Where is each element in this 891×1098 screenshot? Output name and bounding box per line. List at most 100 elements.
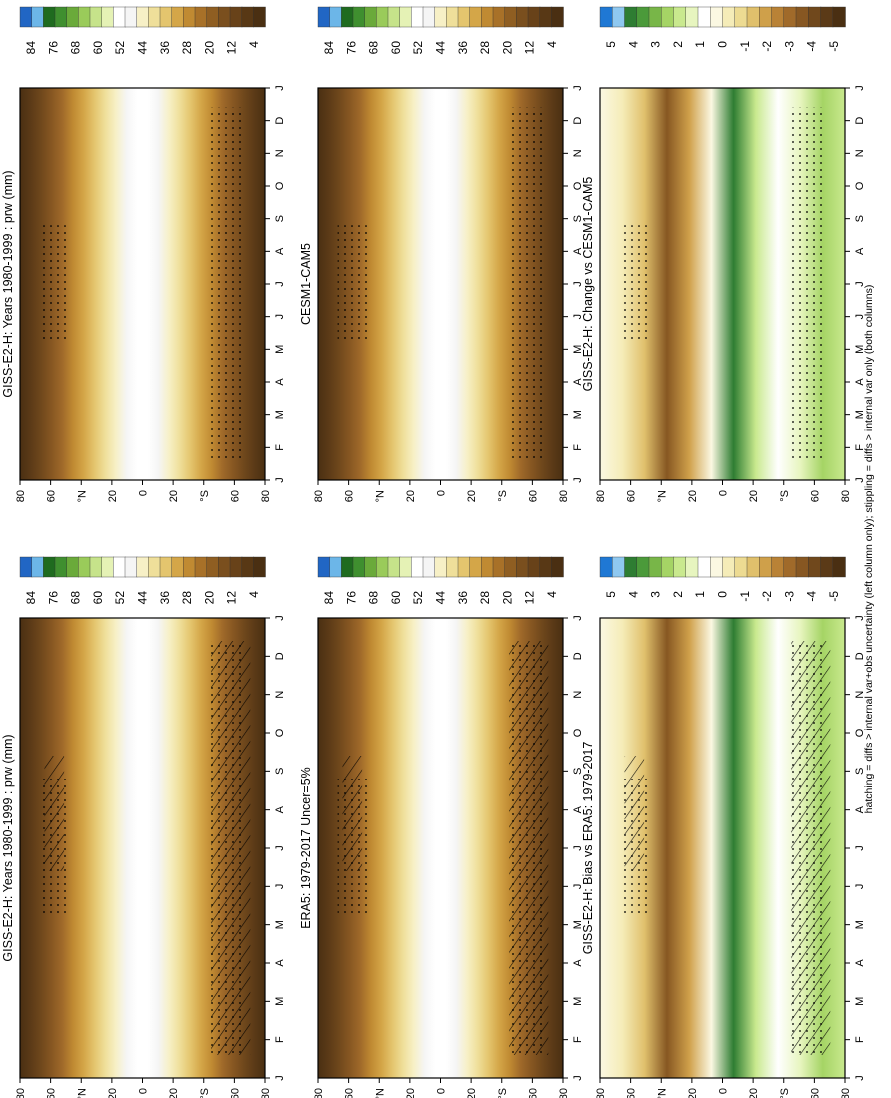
colorbar-swatch: [783, 556, 797, 578]
y-tick-label: °S: [199, 1088, 211, 1098]
colorbar-swatch: [31, 556, 45, 578]
colorbar-label: -2: [760, 591, 774, 602]
y-tick-label: 60: [527, 490, 539, 502]
x-tick-label: A: [274, 959, 286, 967]
y-tick-label: 80: [558, 490, 570, 502]
y-tick-label: 60: [229, 490, 241, 502]
x-tick-label: J: [274, 615, 286, 621]
x-tick-label: J: [274, 884, 286, 890]
x-tick-label: S: [854, 215, 866, 222]
colorbar-swatch: [457, 556, 471, 578]
colorbar-swatch: [376, 6, 389, 28]
panel-title: GISS-E2-H: Years 1980-1999 : prw (mm): [1, 734, 15, 961]
colorbar-label: 52: [411, 591, 425, 605]
x-tick-label: J: [572, 615, 584, 621]
colorbar-label: 4: [626, 591, 640, 598]
colorbar-swatch: [78, 556, 91, 578]
x-tick-label: J: [274, 477, 286, 483]
colorbar-label: 20: [500, 41, 514, 55]
colorbar-swatch: [446, 6, 459, 28]
colorbar-swatch: [734, 6, 748, 28]
y-tick-label: 80: [595, 1088, 607, 1098]
y-tick-label: 60: [809, 1088, 821, 1098]
x-tick-label: J: [274, 845, 286, 851]
x-tick-label: J: [572, 85, 584, 91]
colorbar-swatch: [673, 556, 687, 578]
colorbar-swatch: [229, 556, 243, 578]
y-tick-label: 60: [344, 490, 356, 502]
x-tick-label: J: [274, 1075, 286, 1081]
panel-title: ERA5: 1979-2017 Uncer=5%: [299, 767, 313, 929]
y-tick-label: 20: [405, 490, 417, 502]
panel-title: GISS-E2-H: Change vs CESM1-CAM5: [581, 177, 595, 392]
colorbar-swatch: [516, 6, 529, 28]
y-tick-label: °S: [199, 490, 211, 502]
colorbar-swatch: [66, 6, 80, 28]
x-tick-label: J: [572, 1075, 584, 1081]
colorbar-swatch: [422, 6, 436, 28]
x-tick-label: M: [854, 410, 866, 419]
colorbar-swatch: [504, 6, 518, 28]
colorbar-swatch: [136, 6, 150, 28]
colorbar-swatch: [673, 6, 687, 28]
colorbar-swatch: [78, 6, 91, 28]
colorbar-swatch: [446, 556, 459, 578]
colorbar-swatch: [808, 556, 822, 578]
y-tick-label: 0: [436, 1088, 448, 1094]
colorbar-label: -4: [805, 41, 819, 52]
colorbar-swatch: [113, 556, 126, 578]
x-tick-label: A: [854, 959, 866, 967]
colorbar-swatch: [411, 6, 424, 28]
colorbar-swatch: [101, 6, 115, 28]
colorbar-label: -4: [805, 591, 819, 602]
hatching-region: [624, 756, 645, 871]
panel-p2: 84 76 68 60 52 44 36 28 20 12 4 J F M A M J J A S O N D J 80 60 °N…: [1, 6, 286, 502]
y-tick-label: °N: [656, 490, 668, 502]
x-tick-label: A: [572, 959, 584, 967]
colorbar-label: 60: [389, 591, 403, 605]
y-tick-label: 60: [809, 490, 821, 502]
colorbar-swatch: [759, 556, 773, 578]
y-tick-label: 20: [687, 1088, 699, 1098]
x-tick-label: F: [572, 444, 584, 451]
colorbar-swatch: [624, 6, 638, 28]
colorbar-swatch: [771, 556, 785, 578]
colorbar-label: 84: [322, 591, 336, 605]
x-tick-label: S: [572, 215, 584, 222]
x-tick-label: M: [274, 410, 286, 419]
colorbar-swatch: [422, 556, 436, 578]
colorbar-label: 52: [113, 591, 127, 605]
colorbar-swatch: [253, 6, 266, 28]
colorbar-label: 44: [136, 41, 150, 55]
colorbar: 84 76 68 60 52 44 36 28 20 12 4: [317, 556, 564, 605]
x-tick-label: J: [854, 884, 866, 890]
x-tick-label: O: [274, 728, 286, 737]
x-tick-label: D: [572, 117, 584, 125]
colorbar-swatch: [710, 6, 724, 28]
colorbar-swatch: [636, 556, 650, 578]
colorbar-swatch: [722, 6, 736, 28]
x-tick-label: M: [572, 920, 584, 929]
x-tick-label: J: [572, 477, 584, 483]
colorbar-label: 68: [69, 41, 83, 55]
y-tick-label: 60: [344, 1088, 356, 1098]
colorbar-swatch: [648, 6, 662, 28]
colorbar-label: 36: [158, 591, 172, 605]
colorbar-swatch: [661, 6, 675, 28]
colorbar-swatch: [795, 6, 809, 28]
x-tick-label: J: [274, 314, 286, 320]
colorbar-swatch: [661, 556, 675, 578]
colorbar-label: 60: [91, 591, 105, 605]
x-tick-label: D: [854, 652, 866, 660]
colorbar-swatch: [317, 556, 331, 578]
x-tick-label: O: [572, 181, 584, 190]
colorbar-label: 20: [202, 591, 216, 605]
x-tick-label: D: [854, 117, 866, 125]
colorbar-label: 68: [367, 591, 381, 605]
colorbar-swatch: [481, 6, 494, 28]
colorbar-label: 3: [649, 41, 663, 48]
y-tick-label: 20: [107, 1088, 119, 1098]
colorbar-swatch: [697, 556, 711, 578]
colorbar-swatch: [685, 6, 699, 28]
colorbar-label: -1: [738, 591, 752, 602]
